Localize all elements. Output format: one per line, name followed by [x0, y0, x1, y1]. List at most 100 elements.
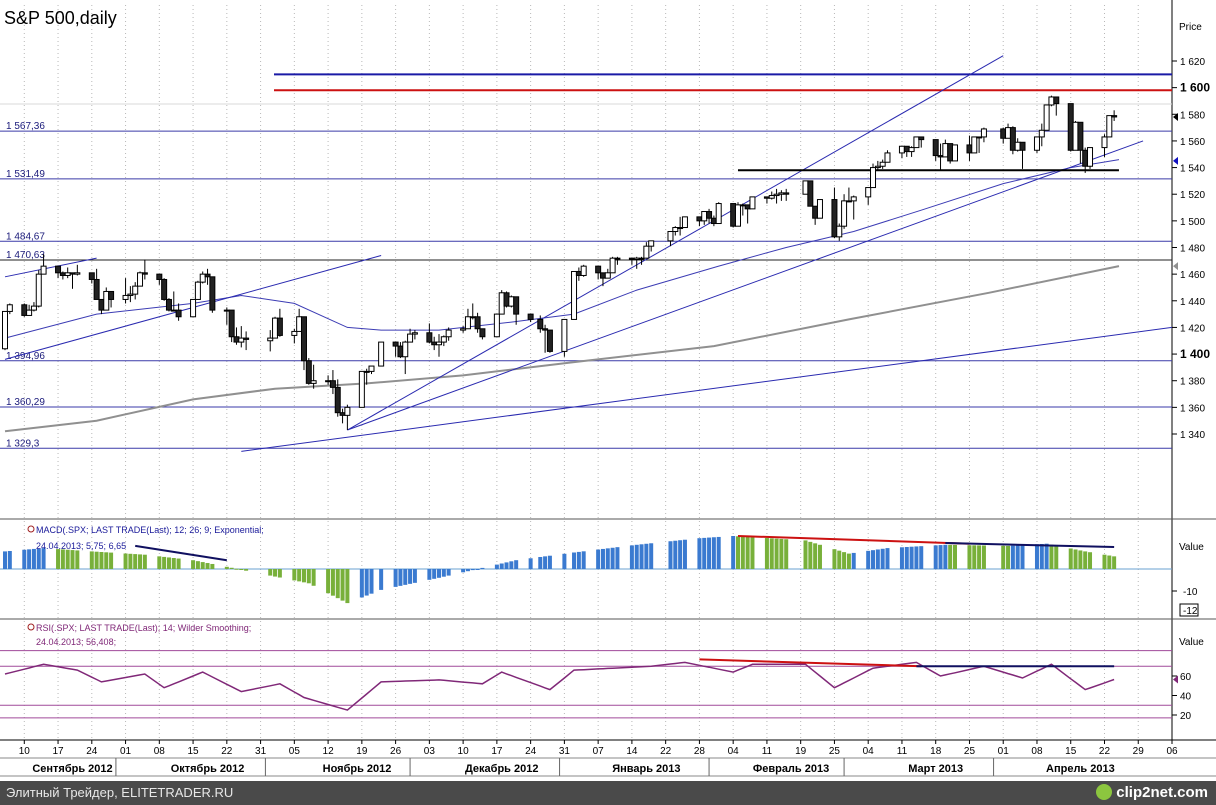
time-tick-label: 17: [52, 746, 64, 757]
candle-bearish: [156, 273, 163, 280]
time-tick-label: 25: [829, 746, 841, 757]
candle-bullish: [363, 370, 370, 373]
candle-bearish: [710, 217, 717, 225]
price-axis-title: Price: [1179, 22, 1202, 33]
candle-bearish: [426, 332, 433, 343]
candle-bullish: [344, 406, 351, 416]
macd-histogram-bar: [1006, 545, 1011, 569]
candle-bearish: [228, 309, 235, 338]
candle-bullish: [816, 199, 823, 219]
macd-histogram-bar: [306, 569, 311, 584]
candle-bearish: [339, 412, 346, 416]
macd-histogram-bar: [75, 550, 80, 569]
horizontal-level-label: 1 531,49: [6, 169, 45, 180]
macd-histogram-bar: [480, 567, 485, 569]
candle-bullish: [103, 290, 110, 311]
macd-histogram-bar: [412, 569, 417, 583]
time-tick-label: 15: [1065, 746, 1077, 757]
macd-histogram-bar: [1044, 543, 1049, 569]
macd-histogram-bar: [769, 538, 774, 569]
time-tick-label: 26: [390, 746, 402, 757]
time-tick-label: 11: [897, 746, 908, 757]
candle-bullish: [440, 336, 447, 343]
candle-bearish: [479, 328, 486, 338]
price-tick-label: 1 580: [1180, 110, 1205, 121]
candle-bullish: [137, 272, 144, 287]
macd-histogram-bar: [1054, 545, 1059, 569]
macd-histogram-bar: [832, 549, 837, 569]
macd-histogram-bar: [133, 554, 138, 569]
month-label: Февраль 2013: [753, 763, 829, 775]
macd-histogram-bar: [509, 561, 514, 569]
candle-bullish: [749, 196, 756, 210]
candle-bullish: [1101, 136, 1108, 149]
candle-bearish: [966, 144, 973, 154]
macd-histogram-bar: [948, 544, 953, 569]
macd-histogram-bar: [461, 569, 466, 573]
time-tick-label: 10: [458, 746, 470, 757]
time-tick-label: 22: [1099, 746, 1111, 757]
price-tick-label: 1 480: [1180, 244, 1205, 255]
macd-histogram-bar: [1068, 548, 1073, 569]
candle-bullish: [580, 265, 587, 276]
macd-histogram-bar: [234, 568, 239, 570]
candle-bullish: [836, 225, 843, 238]
candle-bullish: [865, 187, 872, 198]
candle-bearish: [546, 329, 553, 352]
candle-bullish: [378, 341, 385, 367]
footer-logo[interactable]: clip2net.com: [1096, 783, 1208, 803]
macd-histogram-bar: [3, 551, 7, 569]
macd-histogram-bar: [31, 548, 36, 569]
rsi-axis-title: Value: [1179, 637, 1204, 648]
candle-bullish: [296, 316, 303, 332]
candle-bearish: [88, 272, 95, 280]
candle-bullish: [870, 167, 877, 189]
candle-bearish: [628, 257, 635, 260]
candle-bullish: [643, 245, 650, 259]
candle-bullish: [913, 136, 920, 149]
macd-histogram-bar: [745, 536, 750, 569]
macd-histogram-bar: [682, 539, 687, 569]
candle-bullish: [358, 370, 365, 408]
macd-histogram-bar: [301, 569, 306, 583]
macd-histogram-bar: [398, 569, 403, 586]
candle-bullish: [980, 128, 987, 138]
candle-bearish: [108, 290, 115, 300]
price-tick-label: 1 600: [1180, 81, 1210, 95]
candle-bearish: [812, 205, 819, 219]
macd-histogram-bar: [27, 549, 32, 569]
macd-histogram-bar: [99, 552, 104, 569]
macd-axis-title: Value: [1179, 542, 1204, 553]
candle-bullish: [951, 144, 958, 162]
time-tick-label: 01: [120, 746, 132, 757]
ma-short-marker: [1173, 156, 1178, 165]
macd-histogram-bar: [668, 541, 673, 569]
horizontal-level-label: 1 567,36: [6, 121, 45, 132]
price-tick-label: 1 460: [1180, 270, 1205, 281]
macd-indicator-icon: [27, 525, 35, 533]
time-tick-label: 24: [86, 746, 98, 757]
macd-current-marker: -12: [1183, 606, 1198, 617]
candle-bullish: [464, 316, 471, 330]
candle-bullish: [768, 195, 775, 199]
macd-histogram-bar: [104, 552, 109, 569]
macd-histogram-bar: [707, 537, 712, 569]
macd-histogram-bar: [162, 556, 167, 569]
time-tick-label: 15: [188, 746, 200, 757]
macd-histogram-bar: [499, 563, 504, 569]
macd-histogram-bar: [615, 547, 620, 569]
candle-bearish: [69, 272, 76, 275]
macd-histogram-bar: [437, 569, 442, 578]
time-axis-background: [0, 740, 1216, 781]
candle-bearish: [209, 276, 216, 311]
macd-histogram-bar: [369, 569, 374, 594]
macd-histogram-bar: [268, 569, 273, 576]
macd-histogram-bar: [345, 569, 350, 604]
macd-histogram-bar: [157, 556, 162, 569]
macd-histogram-bar: [528, 558, 533, 569]
macd-histogram-bar: [581, 551, 586, 569]
candle-bullish: [26, 309, 33, 316]
candle-bearish: [204, 273, 211, 278]
candle-bullish: [841, 200, 848, 227]
candle-bullish: [677, 227, 684, 230]
